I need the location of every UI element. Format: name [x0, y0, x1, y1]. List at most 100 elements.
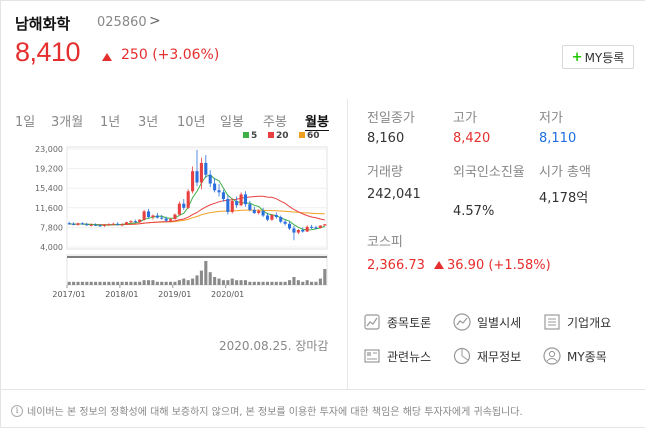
- candle-body: [160, 217, 164, 219]
- volume-bar: [274, 281, 278, 285]
- candle-body: [208, 174, 212, 184]
- volume-bar: [301, 281, 305, 285]
- candle-body: [80, 223, 84, 225]
- tab-daily[interactable]: 일봉: [220, 115, 244, 130]
- divider: [347, 99, 348, 389]
- candle-body: [292, 228, 296, 233]
- kospi-label[interactable]: 코스피: [367, 235, 403, 250]
- candle-body: [85, 224, 89, 226]
- candle-body: [151, 215, 155, 218]
- link-daily-price[interactable]: 일별시세: [453, 313, 521, 331]
- y-tick-label: 11,600: [35, 204, 63, 213]
- candle-body: [186, 191, 190, 208]
- plus-icon: +: [571, 49, 583, 65]
- candle-body: [155, 215, 159, 218]
- volume-bar: [155, 281, 159, 285]
- tab-1d[interactable]: 1일: [15, 115, 36, 130]
- volume-bar: [195, 275, 199, 285]
- volume-bar: [243, 280, 248, 285]
- volume-bar: [226, 280, 230, 285]
- volume-bar: [296, 280, 300, 285]
- y-tick-label: 7,800: [40, 223, 63, 232]
- link-related-news[interactable]: 관련뉴스: [363, 347, 431, 365]
- ma60-swatch: [299, 132, 305, 138]
- candle-body: [177, 203, 181, 215]
- volume-bar: [111, 281, 115, 285]
- stock-code[interactable]: 025860: [97, 15, 147, 30]
- link-my-stocks-label: MY종목: [567, 349, 607, 364]
- candle-body: [142, 211, 146, 220]
- footer-divider: [1, 389, 645, 390]
- candle-body: [169, 219, 173, 221]
- candle-body: [314, 227, 318, 229]
- stat-marketcap-label: 시가 총액: [539, 165, 591, 180]
- ma20-swatch: [268, 132, 274, 138]
- chat-chart-icon: [363, 313, 381, 331]
- candle-body: [217, 190, 221, 193]
- candle-body: [248, 204, 252, 210]
- volume-bar: [72, 281, 76, 285]
- candle-body: [89, 224, 93, 226]
- tab-10y[interactable]: 10년: [177, 115, 206, 130]
- info-icon: i: [11, 404, 23, 417]
- y-tick-label: 15,400: [35, 184, 63, 193]
- y-tick-label: 23,000: [35, 145, 63, 154]
- volume-bar: [94, 281, 98, 285]
- stat-foreign-value: 4.57%: [453, 204, 495, 219]
- volume-bar: [169, 281, 173, 285]
- price-chart[interactable]: 23,000 19,200 15,400 11,600 7,800 4,000 2017/…: [1, 139, 341, 309]
- up-arrow-icon: [102, 53, 112, 61]
- kospi-change: 36.90 (+1.58%): [447, 258, 551, 273]
- tab-monthly[interactable]: 월봉: [305, 111, 329, 131]
- volume-bar: [89, 281, 93, 285]
- volume-bar: [318, 278, 322, 285]
- tab-3m[interactable]: 3개월: [51, 115, 84, 130]
- update-date: 2020.08.25. 장마감: [219, 339, 329, 353]
- tab-1y[interactable]: 1년: [100, 115, 121, 130]
- tab-weekly[interactable]: 주봉: [263, 115, 287, 130]
- chevron-right-icon[interactable]: >: [149, 13, 161, 29]
- candle-body: [226, 199, 230, 212]
- candle-body: [76, 223, 80, 225]
- stock-name[interactable]: 남해화학: [15, 15, 71, 33]
- disclaimer-text: 네이버는 본 정보의 정확성에 대해 보증하지 않으며, 본 정보를 이용한 투…: [27, 407, 523, 418]
- volume-bar: [138, 281, 142, 285]
- stat-prev-close-label: 전일종가: [367, 111, 415, 126]
- stat-low-value: 8,110: [539, 131, 577, 146]
- volume-bar: [80, 281, 84, 285]
- candle-body: [94, 224, 98, 226]
- candle-body: [288, 223, 292, 229]
- volume-bar: [239, 280, 243, 285]
- volume-bar: [177, 280, 181, 285]
- candle-body: [98, 225, 102, 227]
- volume-bar: [173, 281, 177, 285]
- my-register-button[interactable]: + MY등록: [562, 45, 634, 69]
- link-financials[interactable]: 재무정보: [453, 347, 521, 365]
- volume-bar: [160, 281, 164, 285]
- tab-3y[interactable]: 3년: [138, 115, 159, 130]
- link-my-stocks[interactable]: MY종목: [543, 347, 607, 365]
- link-discussion[interactable]: 종목토론: [363, 313, 431, 331]
- candle-body: [239, 194, 243, 206]
- link-company-overview[interactable]: 기업개요: [543, 313, 611, 331]
- pie-chart-icon: [453, 347, 471, 365]
- volume-bar: [186, 280, 190, 285]
- kospi-up-arrow-icon: [434, 261, 444, 269]
- volume-bar: [76, 281, 80, 285]
- volume-bar: [270, 281, 274, 285]
- candle-body: [124, 222, 129, 225]
- x-tick-label: 2017/01: [52, 290, 85, 299]
- user-icon: [543, 347, 561, 365]
- volume-bar: [67, 281, 71, 285]
- candle-body: [204, 162, 208, 175]
- volume-bar: [102, 281, 106, 285]
- volume-bar: [191, 278, 195, 285]
- candle-body: [116, 223, 120, 225]
- volume-bar: [182, 278, 186, 285]
- volume-bar: [213, 277, 217, 285]
- candle-body: [195, 171, 199, 183]
- candle-body: [270, 215, 274, 220]
- stat-volume-value: 242,041: [367, 187, 421, 202]
- candle-body: [310, 226, 314, 228]
- candle-body: [107, 224, 111, 226]
